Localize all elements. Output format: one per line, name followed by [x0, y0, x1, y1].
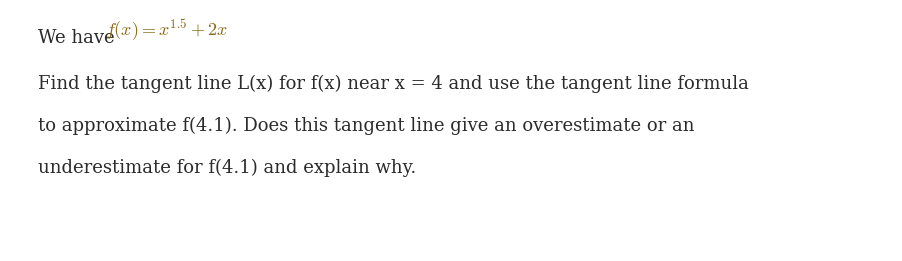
Text: We have: We have	[38, 29, 115, 47]
Text: underestimate for f(4.1) and explain why.: underestimate for f(4.1) and explain why…	[38, 159, 416, 177]
Text: to approximate f(4.1). Does this tangent line give an overestimate or an: to approximate f(4.1). Does this tangent…	[38, 117, 695, 135]
Text: $f(x) = x^{1.5} + 2x$: $f(x) = x^{1.5} + 2x$	[105, 18, 228, 43]
Text: Find the tangent line L(x) for f(x) near x = 4 and use the tangent line formula: Find the tangent line L(x) for f(x) near…	[38, 75, 749, 93]
